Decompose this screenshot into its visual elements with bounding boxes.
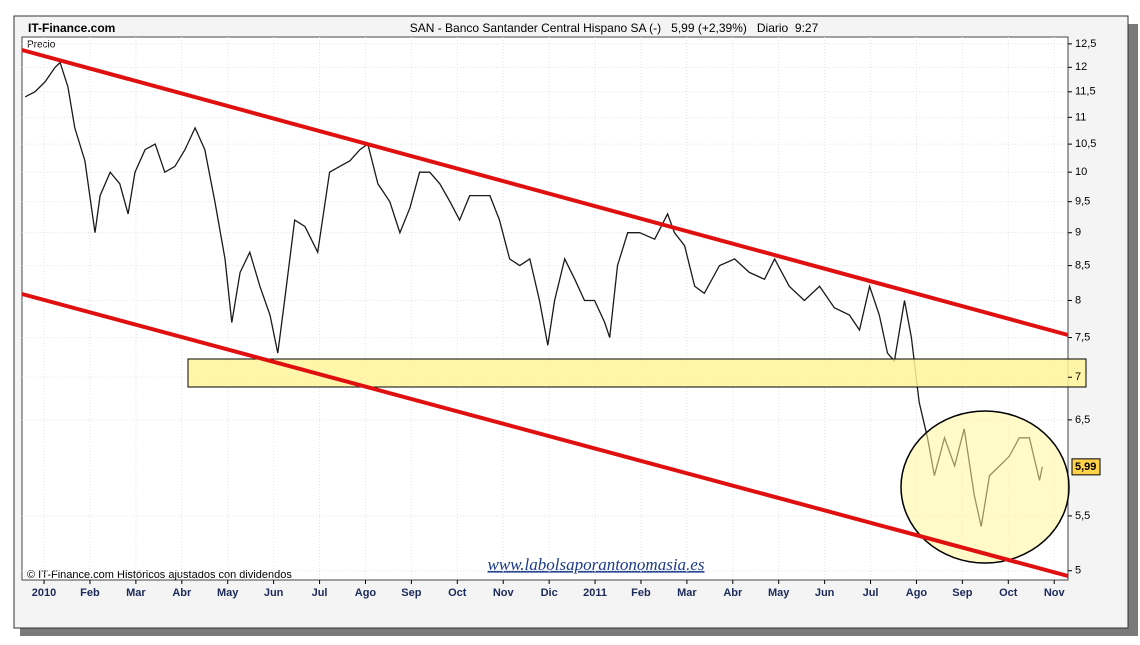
plot xyxy=(22,37,1068,580)
x-tick-label: Oct xyxy=(999,587,1018,599)
y-tick-label: 11,5 xyxy=(1075,86,1096,98)
y-tick-label: 11 xyxy=(1075,111,1086,123)
x-tick-label: Oct xyxy=(448,587,467,599)
y-tick-label: 7,5 xyxy=(1075,331,1090,343)
x-tick-label: Dic xyxy=(541,587,558,599)
x-tick-label: May xyxy=(217,587,239,599)
y-tick-label: 5,5 xyxy=(1075,510,1090,522)
plot-area xyxy=(21,36,1069,581)
x-tick-label: Sep xyxy=(952,587,972,599)
y-tick-label: 9 xyxy=(1075,227,1081,239)
x-tick-label: 2011 xyxy=(583,587,607,599)
support-band xyxy=(187,358,1087,388)
x-tick-label: Jul xyxy=(863,587,879,599)
highlight-circle xyxy=(900,410,1070,564)
y-tick-label: 8,5 xyxy=(1075,260,1090,272)
y-tick-label: 12 xyxy=(1075,61,1087,73)
x-tick-label: 2010 xyxy=(32,587,56,599)
y-tick-label: 8 xyxy=(1075,294,1081,306)
brand: IT-Finance.com xyxy=(28,21,115,35)
x-tick-label: Jul xyxy=(312,587,328,599)
x-tick-label: Mar xyxy=(677,587,697,599)
trend-line-lower xyxy=(21,292,1069,578)
chart-title: SAN - Banco Santander Central Hispano SA… xyxy=(410,21,819,35)
y-tick-label: 7 xyxy=(1075,371,1081,383)
x-tick-label: Nov xyxy=(1044,587,1066,599)
y-tick-label: 9,5 xyxy=(1075,196,1090,208)
x-tick-label: May xyxy=(768,587,790,599)
last-price-box xyxy=(1071,458,1101,476)
x-tick-label: Jun xyxy=(264,587,284,599)
y-label: Precio xyxy=(27,40,56,51)
y-tick-label: 12,5 xyxy=(1075,38,1096,50)
y-tick-label: 10,5 xyxy=(1075,138,1096,150)
x-tick-label: Sep xyxy=(401,587,421,599)
x-tick-label: Abr xyxy=(723,587,743,599)
watermark: www.labolsaporantonomasia.es xyxy=(488,555,705,574)
x-tick-label: Nov xyxy=(493,587,515,599)
last-price-label: 5,99 xyxy=(1075,461,1096,473)
x-tick-label: Mar xyxy=(126,587,146,599)
x-tick-label: Abr xyxy=(172,587,192,599)
footnote: © IT-Finance.com Históricos ajustados co… xyxy=(27,569,292,581)
x-tick-label: Feb xyxy=(80,587,100,599)
x-tick-label: Jun xyxy=(815,587,835,599)
x-tick-label: Ago xyxy=(355,587,377,599)
trend-line-upper xyxy=(21,48,1069,337)
x-tick-label: Ago xyxy=(906,587,928,599)
y-tick-label: 10 xyxy=(1075,166,1087,178)
y-tick-label: 5 xyxy=(1075,565,1081,577)
x-tick-label: Feb xyxy=(631,587,651,599)
y-tick-label: 6,5 xyxy=(1075,414,1090,426)
